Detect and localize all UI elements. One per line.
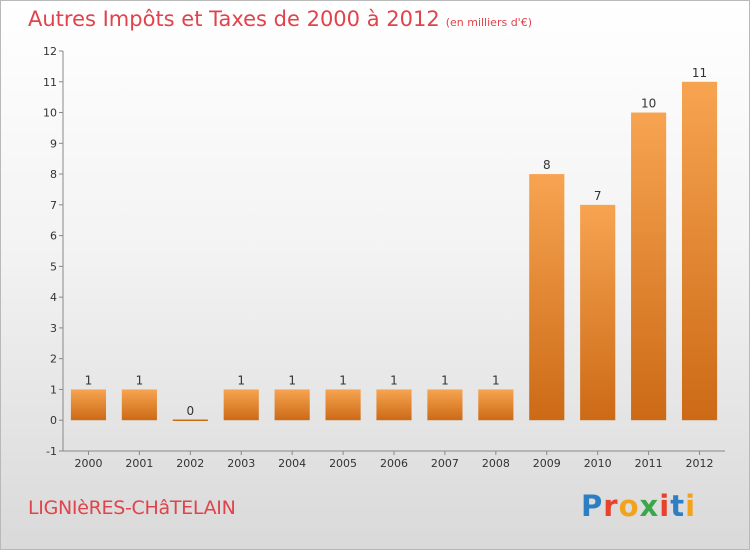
data-label: 10 xyxy=(641,97,656,111)
logo-letter: i xyxy=(685,489,697,523)
y-tick-label: 3 xyxy=(50,322,57,335)
y-tick-label: 7 xyxy=(50,199,57,212)
x-tick-label: 2011 xyxy=(635,457,663,470)
y-tick-label: 4 xyxy=(50,291,57,304)
proxiti-logo: Proxiti xyxy=(581,489,696,523)
y-tick-label: 11 xyxy=(43,76,57,89)
chart-title: Autres Impôts et Taxes de 2000 à 2012 (en… xyxy=(28,7,532,31)
bar xyxy=(681,81,718,421)
bar xyxy=(325,389,361,421)
chart-title-text: Autres Impôts et Taxes de 2000 à 2012 xyxy=(28,7,440,31)
bar xyxy=(376,389,412,421)
data-label: 1 xyxy=(237,373,245,387)
y-tick-label: 0 xyxy=(50,414,57,427)
data-label: 1 xyxy=(441,373,449,387)
bar xyxy=(121,389,157,421)
data-label: 8 xyxy=(543,158,551,172)
data-label: 1 xyxy=(339,373,347,387)
unit-label: (en milliers d'€) xyxy=(445,16,532,29)
x-tick-label: 2005 xyxy=(329,457,357,470)
x-tick-label: 2007 xyxy=(431,457,459,470)
x-tick-label: 2010 xyxy=(584,457,612,470)
bar xyxy=(70,389,107,421)
bar xyxy=(631,112,667,421)
x-tick-label: 2008 xyxy=(482,457,510,470)
logo-letter: o xyxy=(618,489,640,523)
logo-letter: t xyxy=(670,489,686,523)
data-label: 1 xyxy=(85,373,93,387)
bar xyxy=(427,389,463,421)
y-tick-label: 6 xyxy=(50,230,57,243)
x-tick-label: 2012 xyxy=(686,457,714,470)
logo-letter: r xyxy=(603,489,619,523)
x-tick-label: 2003 xyxy=(227,457,255,470)
data-label: 1 xyxy=(136,373,144,387)
bar xyxy=(478,389,514,421)
y-tick-label: 1 xyxy=(50,383,57,396)
data-label: 1 xyxy=(288,373,296,387)
y-tick-label: 2 xyxy=(50,353,57,366)
logo-letter: i xyxy=(659,489,671,523)
x-tick-label: 2002 xyxy=(176,457,204,470)
data-label: 1 xyxy=(390,373,398,387)
y-tick-label: 12 xyxy=(43,45,57,58)
data-label: 11 xyxy=(692,66,707,80)
x-tick-label: 2001 xyxy=(125,457,153,470)
bar xyxy=(580,204,616,421)
y-tick-label: 5 xyxy=(50,260,57,273)
y-tick-label: 8 xyxy=(50,168,57,181)
x-tick-label: 2000 xyxy=(74,457,102,470)
data-label: 1 xyxy=(492,373,500,387)
x-tick-label: 2006 xyxy=(380,457,408,470)
logo-letter: x xyxy=(639,489,660,523)
bar xyxy=(223,389,259,421)
logo-letter: P xyxy=(581,489,604,523)
commune-name: LIGNIèRES-CHâTELAIN xyxy=(28,497,236,519)
y-tick-label: 9 xyxy=(50,137,57,150)
data-label: 0 xyxy=(186,404,194,418)
x-tick-label: 2009 xyxy=(533,457,561,470)
bar xyxy=(274,389,310,421)
data-label: 7 xyxy=(594,189,602,203)
bar xyxy=(529,174,565,421)
y-tick-label: 10 xyxy=(43,107,57,120)
x-tick-label: 2004 xyxy=(278,457,306,470)
y-tick-label: -1 xyxy=(46,445,57,458)
